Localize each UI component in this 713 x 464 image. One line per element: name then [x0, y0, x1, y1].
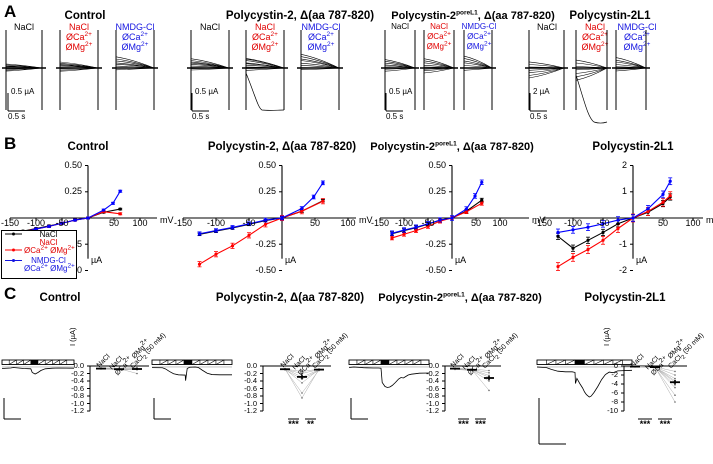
svg-text:***: *** [288, 419, 299, 429]
svg-text:**: ** [307, 419, 315, 429]
svg-text:***: *** [640, 419, 651, 429]
svg-text:***: *** [458, 419, 469, 429]
svg-text:***: *** [660, 419, 671, 429]
svg-text:***: *** [475, 419, 486, 429]
